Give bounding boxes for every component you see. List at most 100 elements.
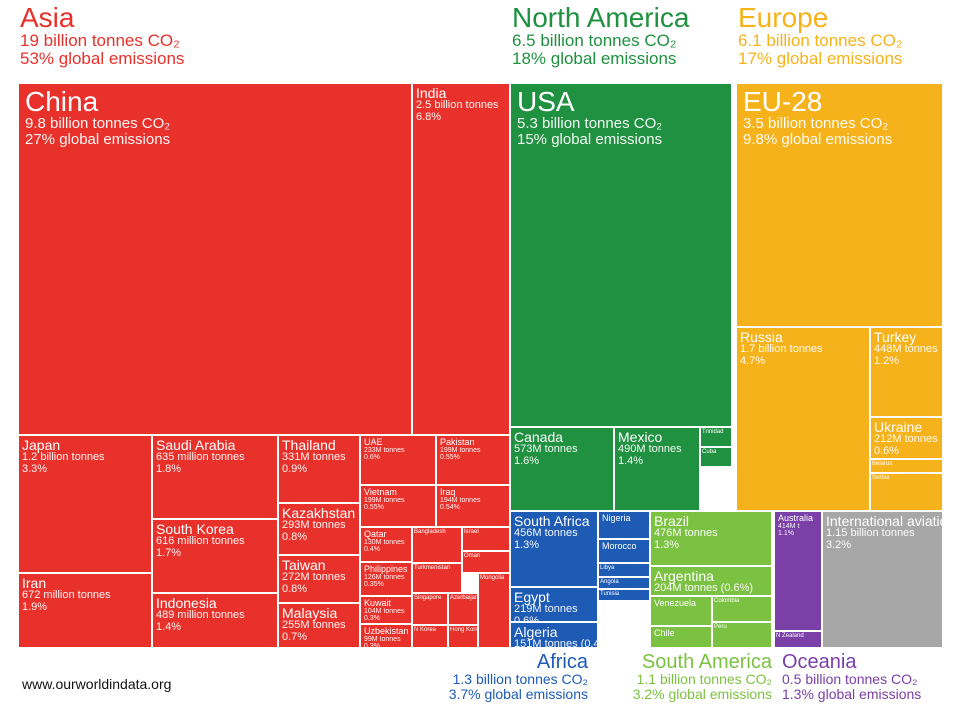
rect-share: 1.3%: [514, 538, 540, 551]
rect-name: Pakistan: [440, 437, 475, 447]
treemap-rect-indonesia: Indonesia 489 million tonnes 1.4%: [152, 593, 278, 648]
region-name: Asia: [20, 2, 75, 33]
rect-name: India: [416, 85, 447, 101]
rect-value: 151M tonnes (0.4%): [514, 638, 597, 648]
rect-name: Australia: [778, 513, 814, 523]
rect-value: 635 million tonnes: [156, 451, 245, 463]
rect-share: 0.35%: [364, 581, 384, 589]
region-label-oceania: Oceania 0.5 billion tonnes CO₂ 1.3% glob…: [782, 652, 921, 701]
region-value: 6.1 billion tonnes CO₂: [738, 31, 903, 50]
rect-name: Thailand: [282, 437, 336, 453]
rect-value: 199M tonnes: [440, 447, 481, 454]
treemap-rect-tunisia: Tunisia: [598, 589, 650, 601]
rect-name: Malaysia: [282, 605, 338, 621]
region-label-south-america: South America 1.1 billion tonnes CO₂ 3.2…: [600, 652, 772, 701]
treemap-rect-japan: Japan 1.2 billion tonnes 3.3%: [18, 435, 152, 573]
treemap-rect-canada: Canada 573M tonnes 1.6%: [510, 427, 614, 511]
region-label-asia: Asia 19 billion tonnes CO₂ 53% global em…: [20, 4, 184, 68]
rect-share: 6.8%: [416, 110, 442, 123]
region-value: 0.5 billion tonnes CO₂: [782, 671, 918, 687]
treemap-rect-n-zealand: N Zealand: [774, 631, 822, 648]
rect-name: Indonesia: [156, 595, 217, 611]
rect-name: Ukraine: [874, 419, 923, 435]
rect-name: South Africa: [514, 513, 590, 529]
rect-value: 99M tonnes: [364, 636, 401, 643]
rect-name: N Zealand: [776, 633, 804, 639]
rect-share: 0.55%: [364, 504, 384, 512]
rect-name: Peru: [714, 624, 727, 630]
rect-share: 1.9%: [22, 600, 48, 613]
rect-value: 219M tonnes: [514, 603, 578, 615]
treemap-rect-turkey: Turkey 448M tonnes 1.2%: [870, 327, 943, 417]
treemap-rect-belarus: Belarus61M t: [870, 459, 943, 473]
treemap-rect-taiwan: Taiwan 272M tonnes 0.8%: [278, 555, 360, 603]
treemap-rect-iraq: Iraq 194M tonnes 0.54%: [436, 485, 510, 527]
rect-share: 1.4%: [156, 620, 182, 633]
rect-share: 9.8% global emissions: [743, 130, 893, 148]
rect-share: 0.6%: [364, 454, 380, 462]
treemap-rect-brazil: Brazil 476M tonnes 1.3%: [650, 511, 772, 566]
treemap-rect-eu-28: EU-28 3.5 billion tonnes CO₂ 9.8% global e…: [736, 83, 943, 327]
rect-name: Azerbaijan: [450, 595, 478, 601]
treemap-rect-vietnam: Vietnam 199M tonnes 0.55%: [360, 485, 436, 527]
rect-value: 448M tonnes: [874, 343, 938, 355]
treemap-rect-philippines: Philippines 126M tonnes 0.35%: [360, 562, 412, 596]
region-share: 18% global emissions: [512, 48, 677, 68]
rect-value: 272M tonnes: [282, 571, 346, 583]
rect-value: 456M tonnes: [514, 527, 578, 539]
region-value: 6.5 billion tonnes CO₂: [512, 31, 677, 50]
region-name: Africa: [536, 651, 588, 673]
rect-share: 0.3%: [364, 643, 380, 648]
rect-name: Algeria: [514, 624, 558, 640]
region-label-europe: Europe 6.1 billion tonnes CO₂ 17% global…: [738, 4, 902, 68]
rect-value: 199M tonnes: [364, 497, 405, 504]
region-share: 17% global emissions: [738, 48, 903, 68]
treemap-rect-n-korea: N Korea: [412, 625, 448, 648]
rect-name: Libya: [600, 565, 615, 571]
rect-name: USA: [517, 86, 575, 117]
rect-value: 293M tonnes: [282, 519, 346, 531]
rect-name: Taiwan: [282, 557, 326, 573]
treemap-rect-saudi-arabia: Saudi Arabia 635 million tonnes 1.8%: [152, 435, 278, 519]
region-name: South America: [641, 651, 772, 673]
rect-value: 130M tonnes: [364, 539, 405, 546]
region-value: 1.3 billion tonnes CO₂: [452, 671, 588, 687]
rect-value: 489 million tonnes: [156, 609, 245, 621]
treemap-rect-qatar: Qatar 130M tonnes 0.4%: [360, 527, 412, 562]
rect-share: 0.54%: [440, 504, 460, 512]
treemap-rect-south-africa: South Africa 456M tonnes 1.3%: [510, 511, 598, 587]
region-value: 19 billion tonnes CO₂: [20, 31, 180, 50]
rect-name: Iran: [22, 575, 47, 591]
rect-value: 255M tonnes: [282, 619, 346, 631]
rect-share: 0.6%: [514, 614, 540, 622]
treemap-rect-india: India 2.5 billion tonnes 6.8%: [412, 83, 510, 435]
region-share: 53% global emissions: [20, 48, 185, 68]
region-name: Europe: [738, 2, 829, 33]
rect-name: Morocco: [602, 541, 637, 551]
treemap-rect-morocco: Morocco: [598, 539, 650, 563]
treemap-rect-hong-kong: Hong Kong: [448, 625, 478, 648]
rect-name: Belarus: [872, 461, 893, 467]
rect-value: 212M tonnes: [874, 433, 938, 445]
rect-share: 1.7%: [156, 546, 182, 559]
rect-share: 1.1%: [778, 530, 794, 538]
rect-share: 0.8%: [282, 582, 308, 595]
rect-share: 27% global emissions: [25, 130, 171, 148]
rect-value: 331M tonnes: [282, 451, 346, 463]
treemap-rect-mexico: Mexico 490M tonnes 1.4%: [614, 427, 700, 511]
treemap-rect-australia: Australia 414M t 1.1%: [774, 511, 822, 631]
treemap-rect-argentina: Argentina 204M tonnes (0.6%): [650, 566, 772, 596]
rect-share: 4.7%: [740, 354, 766, 367]
rect-name: Oman: [464, 553, 481, 559]
rect-value: 3.5 billion tonnes CO₂: [743, 115, 889, 132]
rect-name: Cuba: [702, 449, 717, 455]
rect-value: 9.8 billion tonnes CO₂: [25, 115, 171, 132]
rect-value: 1.7 billion tonnes: [740, 343, 823, 355]
rect-share: 3.2%: [826, 538, 852, 551]
rect-name: Hong Kong: [450, 627, 478, 633]
treemap-rect-chile: Chile: [650, 626, 712, 648]
region-share: 3.7% global emissions: [448, 685, 588, 702]
rect-value: 672 million tonnes: [22, 589, 111, 601]
rect-share: 1.8%: [156, 462, 182, 475]
rect-name: Colombia: [714, 598, 740, 604]
